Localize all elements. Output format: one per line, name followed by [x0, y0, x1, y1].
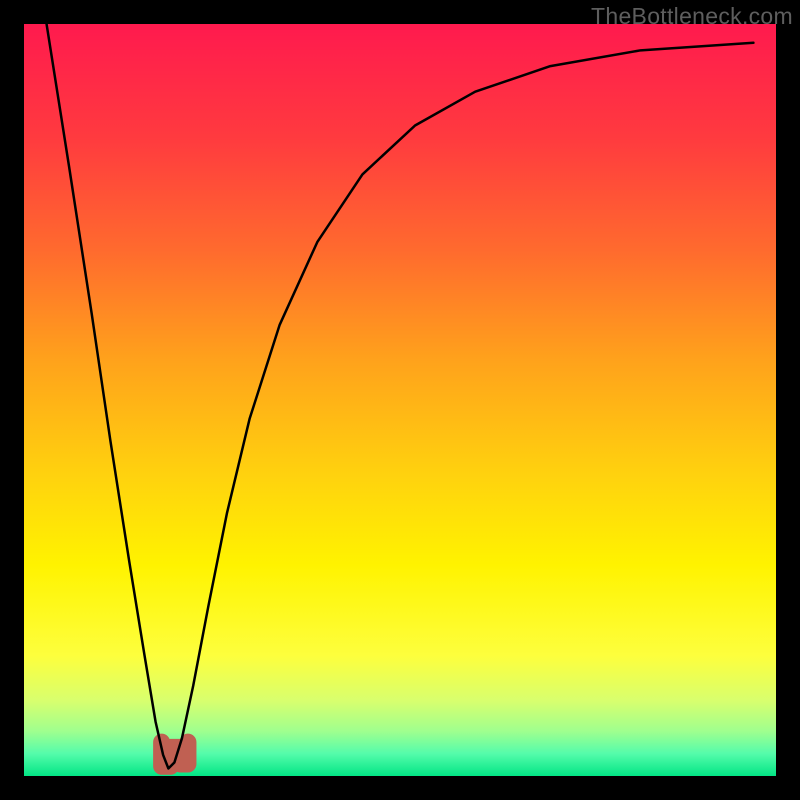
watermark-text: TheBottleneck.com	[591, 3, 793, 30]
gradient-background	[24, 24, 776, 776]
chart-frame	[24, 24, 776, 776]
chart-svg	[24, 24, 776, 776]
